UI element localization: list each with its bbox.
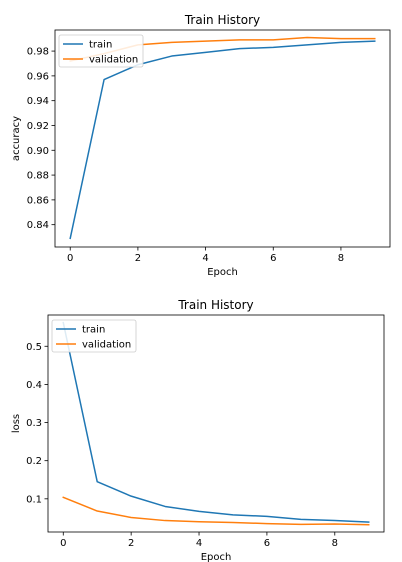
series-line-validation (62, 496, 370, 526)
chart-title: Train History (184, 13, 260, 27)
x-axis-label: Epoch (201, 552, 232, 562)
y-tick-label: 0.3 (26, 418, 42, 429)
x-tick-label: 8 (338, 253, 344, 264)
legend-label-train: train (89, 40, 112, 51)
y-tick-label: 0.98 (27, 47, 49, 58)
x-tick-label: 6 (270, 253, 276, 264)
legend-label-train: train (82, 325, 105, 336)
plot-frame (47, 314, 385, 533)
y-tick-label: 0.84 (27, 220, 49, 231)
x-axis-label: Epoch (207, 267, 238, 278)
y-tick-label: 0.88 (27, 171, 49, 182)
legend-label-validation: validation (82, 340, 131, 351)
series-line-train (62, 321, 370, 523)
y-tick-label: 0.1 (26, 494, 42, 505)
plot-frame (54, 29, 391, 248)
chart-title: Train History (177, 298, 253, 312)
y-tick-label: 0.90 (27, 146, 49, 157)
x-tick-label: 6 (264, 538, 270, 549)
x-tick-label: 4 (196, 538, 202, 549)
legend: train validation (51, 319, 137, 353)
chart-2: Train History 0 2 4 6 8 0.1 0.2 0.3 0.4 0.5 Epoch lo… (11, 298, 385, 562)
y-tick-label: 0.5 (26, 342, 42, 353)
series-line-train (69, 40, 376, 240)
y-tick-label: 0.96 (27, 71, 49, 82)
y-tick-label: 0.86 (27, 195, 49, 206)
legend-label-validation: validation (89, 55, 138, 66)
y-axis-label: accuracy (11, 116, 22, 161)
x-tick-label: 2 (128, 538, 134, 549)
x-tick-label: 0 (60, 538, 66, 549)
y-tick-label: 0.4 (26, 380, 42, 391)
y-tick-label: 0.2 (26, 456, 42, 467)
y-tick-label: 0.94 (27, 96, 49, 107)
chart-1: Train History 0 2 4 6 8 0.84 0.86 0.88 0.90 0.92 0.… (11, 13, 391, 278)
x-tick-label: 2 (135, 253, 141, 264)
x-tick-label: 4 (202, 253, 208, 264)
legend: train validation (58, 34, 144, 68)
y-axis-label: loss (11, 414, 22, 433)
x-tick-label: 0 (67, 253, 73, 264)
y-tick-label: 0.92 (27, 121, 49, 132)
x-tick-label: 8 (332, 538, 338, 549)
